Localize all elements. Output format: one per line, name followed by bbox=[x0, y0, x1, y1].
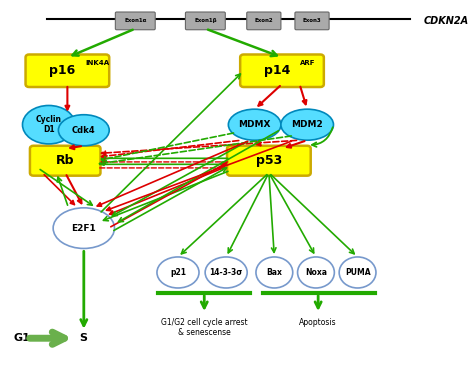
FancyBboxPatch shape bbox=[247, 12, 281, 30]
Text: MDM2: MDM2 bbox=[292, 120, 323, 129]
FancyBboxPatch shape bbox=[240, 54, 324, 87]
Text: G1/G2 cell cycle arrest
& senescense: G1/G2 cell cycle arrest & senescense bbox=[161, 318, 247, 337]
Text: MDMX: MDMX bbox=[238, 120, 271, 129]
Text: p14: p14 bbox=[264, 64, 290, 77]
Text: p53: p53 bbox=[256, 154, 282, 167]
FancyBboxPatch shape bbox=[26, 54, 109, 87]
Text: Cdk4: Cdk4 bbox=[72, 126, 96, 135]
FancyBboxPatch shape bbox=[115, 12, 155, 30]
FancyBboxPatch shape bbox=[185, 12, 225, 30]
Ellipse shape bbox=[256, 257, 293, 288]
Ellipse shape bbox=[339, 257, 376, 288]
Ellipse shape bbox=[281, 109, 334, 140]
FancyBboxPatch shape bbox=[227, 146, 310, 176]
Text: 14-3-3σ: 14-3-3σ bbox=[210, 268, 243, 277]
Text: Exon1α: Exon1α bbox=[124, 18, 146, 23]
Text: G1: G1 bbox=[14, 333, 31, 343]
Text: E2F1: E2F1 bbox=[72, 224, 96, 232]
Ellipse shape bbox=[228, 109, 281, 140]
Text: CDKN2A: CDKN2A bbox=[423, 16, 468, 26]
Ellipse shape bbox=[58, 115, 109, 146]
Text: S: S bbox=[80, 333, 87, 343]
Text: PUMA: PUMA bbox=[345, 268, 370, 277]
Text: Cyclin
D1: Cyclin D1 bbox=[36, 115, 62, 134]
Text: Bax: Bax bbox=[266, 268, 283, 277]
Text: p21: p21 bbox=[170, 268, 186, 277]
Text: Exon2: Exon2 bbox=[255, 18, 273, 23]
Text: Apoptosis: Apoptosis bbox=[300, 318, 337, 327]
FancyBboxPatch shape bbox=[30, 146, 100, 176]
Text: Exon1β: Exon1β bbox=[194, 18, 217, 23]
Ellipse shape bbox=[22, 105, 75, 144]
Text: Exon3: Exon3 bbox=[302, 18, 321, 23]
Ellipse shape bbox=[157, 257, 199, 288]
FancyBboxPatch shape bbox=[295, 12, 329, 30]
Text: Noxa: Noxa bbox=[305, 268, 327, 277]
Text: ARF: ARF bbox=[301, 60, 316, 66]
Ellipse shape bbox=[53, 208, 115, 249]
Text: INK4A: INK4A bbox=[86, 60, 110, 66]
Ellipse shape bbox=[205, 257, 247, 288]
Ellipse shape bbox=[298, 257, 334, 288]
Text: p16: p16 bbox=[49, 64, 75, 77]
Text: Rb: Rb bbox=[56, 154, 74, 167]
